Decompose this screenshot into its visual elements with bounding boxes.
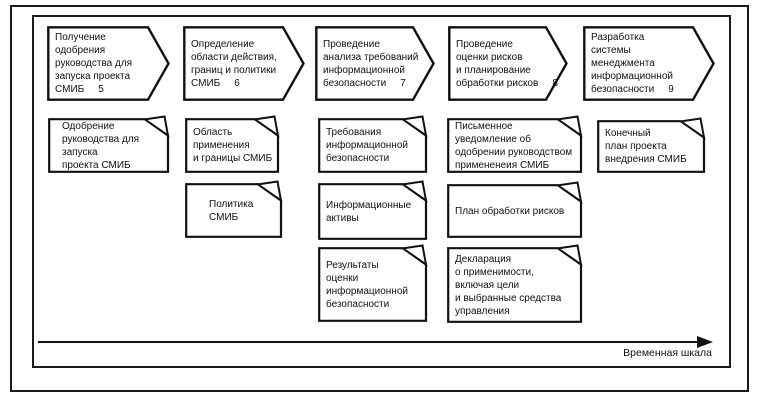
phase-arrow-1-label: Получение одобрения руководства для запу…: [55, 31, 132, 96]
document-text: План обработки рисков: [455, 205, 565, 217]
phase-arrow-4-text: Проведение оценки рисков и планирование …: [456, 38, 539, 89]
document-box-statement-of-applicability: Декларация о применимости, включая цели …: [447, 244, 583, 323]
chevron-shape: [183, 26, 305, 101]
phase-arrow-5: Разработка системы менеджмента информаци…: [583, 26, 715, 101]
phase-arrow-4-label: Проведение оценки рисков и планирование …: [456, 38, 558, 90]
chevron-shape: [448, 26, 568, 101]
timeline-label: Временная шкала: [623, 347, 712, 359]
document-shape: [185, 180, 283, 238]
document-box-scope-borders: Область применения и границы СМИБ: [185, 115, 280, 173]
phase-number-7: 7: [400, 77, 406, 89]
phase-arrow-2: Определение области действия, границ и п…: [183, 26, 305, 101]
phase-number-5: 5: [98, 84, 104, 95]
phase-arrow-4: Проведение оценки рисков и планирование …: [448, 26, 568, 101]
phase-arrow-2-text: Определение области действия, границ и п…: [191, 38, 277, 89]
phase-arrow-3-text: Проведение анализа требований информацио…: [323, 38, 419, 89]
document-shape: [48, 115, 170, 173]
timeline-axis: [38, 341, 699, 343]
phase-number-8: 8: [552, 77, 558, 89]
document-text: Информационные активы: [326, 199, 412, 224]
phase-arrow-2-label: Определение области действия, границ и п…: [191, 38, 277, 90]
document-box-security-requirements: Требования информационной безопасности: [318, 115, 428, 173]
phase-arrow-5-text: Разработка системы менеджмента информаци…: [591, 32, 673, 95]
timeline-arrowhead-icon: [697, 336, 713, 348]
phase-arrow-1-text: Получение одобрения руководства для запу…: [55, 32, 133, 95]
phase-number-9: 9: [668, 84, 674, 95]
document-box-final-project-plan: Конечный план проекта внедрения СМИБ: [597, 117, 706, 173]
document-text: Результаты оценки информационной безопас…: [326, 259, 408, 310]
document-text: Одобрение руководства для запуска проект…: [62, 120, 140, 171]
chevron-shape: [583, 26, 715, 101]
document-text: Письменное уведомление об одобрении руко…: [455, 120, 573, 171]
document-shape: [447, 115, 583, 173]
document-shape: [597, 117, 706, 173]
document-shape: [447, 244, 583, 323]
document-box-information-assets: Информационные активы: [318, 180, 428, 240]
document-text: Требования информационной безопасности: [326, 127, 408, 164]
document-box-policy: Политика СМИБ: [185, 180, 283, 238]
phase-arrow-3: Проведение анализа требований информацио…: [315, 26, 435, 101]
document-shape: [318, 244, 428, 322]
outer-frame: [10, 5, 749, 392]
phase-arrow-1: Получение одобрения руководства для запу…: [47, 26, 170, 101]
document-shape: [318, 115, 428, 173]
phase-arrow-3-label: Проведение анализа требований информацио…: [323, 38, 418, 90]
phase-arrow-5-label: Разработка системы менеджмента информаци…: [591, 31, 674, 96]
document-text: Область применения и границы СМИБ: [193, 127, 273, 164]
document-box-assessment-results: Результаты оценки информационной безопас…: [318, 244, 428, 322]
document-text: Декларация о применимости, включая цели …: [455, 253, 562, 317]
document-box-approval: Одобрение руководства для запуска проект…: [48, 115, 170, 173]
document-text: Политика СМИБ: [209, 198, 254, 223]
inner-frame: [32, 15, 731, 368]
chevron-shape: [47, 26, 170, 101]
document-shape: [185, 115, 280, 173]
document-box-risk-treatment-plan: План обработки рисков: [447, 181, 583, 238]
document-text: Конечный план проекта внедрения СМИБ: [605, 128, 687, 165]
phase-number-6: 6: [234, 77, 240, 89]
document-shape: [318, 180, 428, 240]
document-box-written-notice: Письменное уведомление об одобрении руко…: [447, 115, 583, 173]
chevron-shape: [315, 26, 435, 101]
document-shape: [447, 181, 583, 238]
